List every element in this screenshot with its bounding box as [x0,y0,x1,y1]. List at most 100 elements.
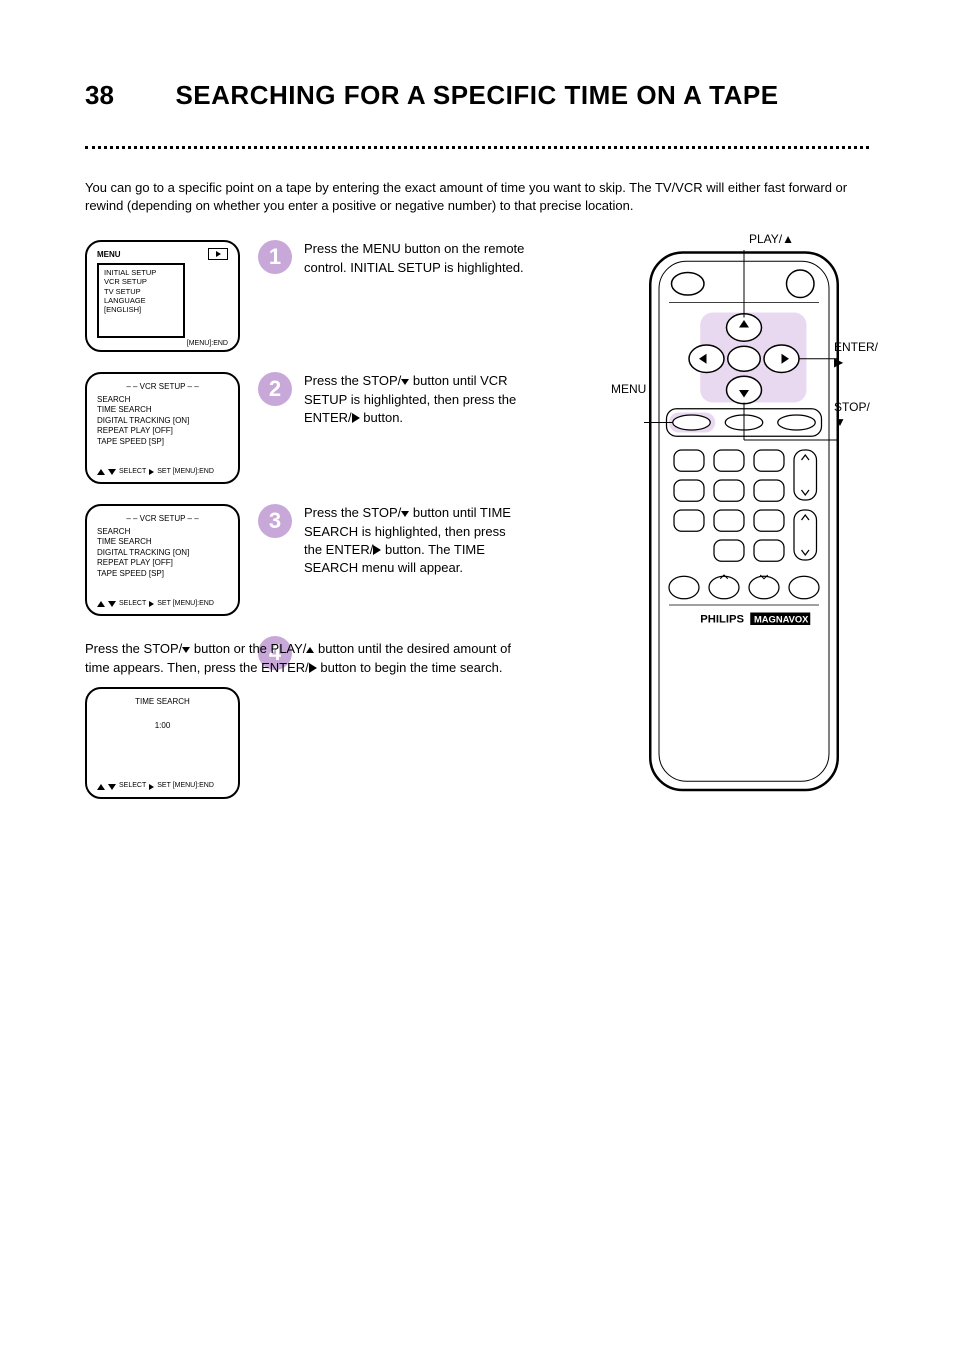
arrow-icon [802,455,810,460]
step-text-part: button or the PLAY/ [190,641,306,656]
arrow-right-icon [149,784,154,790]
content-area: MENU INITIAL SETUP VCR SETUP TV SETUP LA… [85,240,869,798]
remote-button [672,273,705,296]
remote-button [778,415,816,430]
screen-footer-right: SET [MENU]:END [157,782,214,790]
screen-line: DIGITAL TRACKING [ON] [97,548,228,558]
screen-footer-left: SELECT [119,600,146,608]
screen-title: – – VCR SETUP – – [97,382,228,392]
arrow-up-icon [97,601,105,607]
screen-line: [ENGLISH] [104,305,178,314]
step-text-part: Press the STOP/ [85,641,182,656]
step-text-part: button. [360,410,403,425]
dotted-divider [85,146,869,149]
screen-line: DIGITAL TRACKING [ON] [97,416,228,426]
screen-footer-left: SELECT [119,468,146,476]
screen-line: INITIAL SETUP [104,268,178,277]
step-content: 1 Press the MENU button on the remote co… [258,240,525,276]
step-number-circle: 1 [258,240,292,274]
screen-line: REPEAT PLAY [OFF] [97,558,228,568]
remote-button [674,450,704,471]
screen-line: TIME SEARCH [97,405,228,415]
step-number-circle: 3 [258,504,292,538]
screen-line: TAPE SPEED [SP] [97,437,228,447]
screen-footer-right: SET [MENU]:END [157,468,214,476]
remote-label-play: PLAY/▲ [749,232,794,246]
remote-svg: PHILIPS MAGNAVOX [619,240,869,803]
tv-screen-preview: MENU INITIAL SETUP VCR SETUP TV SETUP LA… [85,240,240,352]
remote-button [754,480,784,501]
tv-screen-preview: TIME SEARCH 1:00 SELECT SET [MENU]:END [85,687,240,799]
remote-label-menu: MENU [611,382,646,396]
remote-button [674,510,704,531]
remote-button [754,450,784,471]
remote-button [749,577,779,600]
step-number-circle: 2 [258,372,292,406]
remote-menu-button [673,415,711,430]
screen-lines: SEARCH TIME SEARCH DIGITAL TRACKING [ON]… [97,527,228,579]
step-text-part: button to begin the time search. [317,660,503,675]
screen-footer-text: [MENU]:END [97,340,228,348]
step-column: MENU INITIAL SETUP VCR SETUP TV SETUP LA… [85,240,525,798]
arrow-down-icon [108,469,116,475]
remote-button [787,270,815,298]
screen-line: REPEAT PLAY [OFF] [97,426,228,436]
arrow-right-icon [216,251,221,257]
arrow-up-icon [97,784,105,790]
screen-lines: 1:00 [97,721,228,731]
screen-footer: SELECT SET [MENU]:END [97,600,214,608]
page-number: 38 [85,80,114,111]
remote-control-diagram: PLAY/▲ ENTER/▶ MENU STOP/▼ [619,240,869,808]
remote-button [754,510,784,531]
step-row: – – VCR SETUP – – SEARCH TIME SEARCH DIG… [85,504,525,616]
screen-line: TV SETUP [104,287,178,296]
screen-line: VCR SETUP [104,277,178,286]
screen-footer-right: SET [MENU]:END [157,600,214,608]
arrow-down-icon [108,601,116,607]
screen-title: TIME SEARCH [97,697,228,707]
step-text: Press the MENU button on the remote cont… [304,240,525,276]
remote-rocker [794,450,817,500]
step-row: 4 Press the STOP/ button or the PLAY/ bu… [85,636,525,798]
arrow-icon [802,550,810,555]
screen-line: 1:00 [97,721,228,731]
page-container: 38 SEARCHING FOR A SPECIFIC TIME ON A TA… [0,0,954,839]
arrow-down-icon [108,784,116,790]
remote-button [714,450,744,471]
step-row: MENU INITIAL SETUP VCR SETUP TV SETUP LA… [85,240,525,352]
screen-arrow-indicator [208,248,228,260]
step-text: Press the STOP/ button until VCR SETUP i… [304,372,525,427]
remote-button [674,480,704,501]
intro-text: You can go to a specific point on a tape… [85,179,869,215]
screen-title: – – VCR SETUP – – [97,514,228,524]
step-content: 2 Press the STOP/ button until VCR SETUP… [258,372,525,427]
step-text: Press the STOP/ button until TIME SEARCH… [304,504,525,577]
arrow-right-icon [352,413,360,423]
screen-inner-box: INITIAL SETUP VCR SETUP TV SETUP LANGUAG… [97,263,185,338]
remote-button [669,577,699,600]
step-text-part: Press the STOP/ [304,505,401,520]
remote-button [714,540,744,561]
remote-button [789,577,819,600]
tv-screen-preview: – – VCR SETUP – – SEARCH TIME SEARCH DIG… [85,504,240,616]
screen-line: TIME SEARCH [97,537,228,547]
arrow-right-icon [149,601,154,607]
remote-button [714,510,744,531]
page-title: SEARCHING FOR A SPECIFIC TIME ON A TAPE [85,80,869,111]
step-text-part: Press the STOP/ [304,373,401,388]
screen-footer: SELECT SET [MENU]:END [97,468,214,476]
remote-brand-text-inverted: MAGNAVOX [754,615,809,625]
step-text: Press the STOP/ button or the PLAY/ butt… [85,640,525,676]
remote-button [709,577,739,600]
screen-line: TAPE SPEED [SP] [97,569,228,579]
remote-brand-text: PHILIPS [700,614,744,626]
screen-line: LANGUAGE [104,296,178,305]
screen-footer: SELECT SET [MENU]:END [97,782,214,790]
arrow-up-icon [97,469,105,475]
arrow-right-icon [309,663,317,673]
arrow-icon [802,490,810,495]
screen-footer-left: SELECT [119,782,146,790]
step-row: – – VCR SETUP – – SEARCH TIME SEARCH DIG… [85,372,525,484]
remote-label-stop: STOP/▼ [834,400,870,429]
arrow-right-icon [149,469,154,475]
